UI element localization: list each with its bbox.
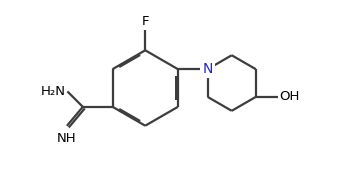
Text: N: N: [202, 62, 213, 76]
Text: OH: OH: [279, 90, 300, 103]
Text: F: F: [142, 15, 149, 29]
Text: NH: NH: [57, 132, 77, 145]
Text: H₂N: H₂N: [40, 85, 65, 98]
